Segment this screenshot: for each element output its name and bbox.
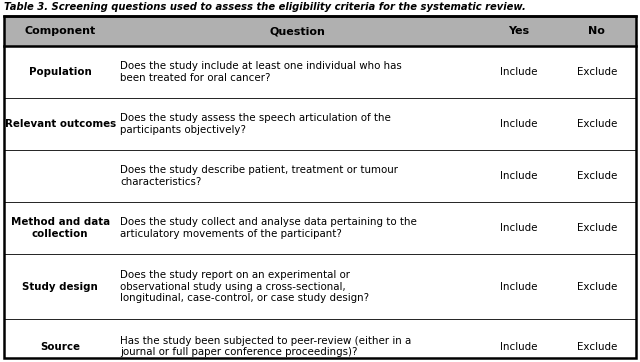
Text: Source: Source [40, 341, 80, 352]
Text: Has the study been subjected to peer-review (either in a
journal or full paper c: Has the study been subjected to peer-rev… [120, 336, 412, 357]
Text: Exclude: Exclude [577, 67, 617, 77]
Text: Component: Component [24, 26, 96, 36]
Text: Does the study report on an experimental or
observational study using a cross-se: Does the study report on an experimental… [120, 270, 370, 303]
Text: Exclude: Exclude [577, 341, 617, 352]
Text: Study design: Study design [22, 282, 98, 291]
Text: Exclude: Exclude [577, 223, 617, 233]
Text: No: No [588, 26, 605, 36]
Text: Method and data
collection: Method and data collection [11, 217, 110, 239]
Text: Exclude: Exclude [577, 282, 617, 291]
Text: Does the study collect and analyse data pertaining to the
articulatory movements: Does the study collect and analyse data … [120, 217, 417, 239]
Text: Relevant outcomes: Relevant outcomes [4, 119, 116, 129]
Text: Yes: Yes [508, 26, 529, 36]
Text: Exclude: Exclude [577, 171, 617, 181]
Text: Table 3. Screening questions used to assess the eligibility criteria for the sys: Table 3. Screening questions used to ass… [4, 2, 525, 12]
Text: Include: Include [500, 223, 537, 233]
Bar [4, 16, 636, 46]
Text: Population: Population [29, 67, 92, 77]
Text: Does the study include at least one individual who has
been treated for oral can: Does the study include at least one indi… [120, 61, 403, 83]
Text: Exclude: Exclude [577, 119, 617, 129]
Text: Include: Include [500, 119, 537, 129]
Text: Does the study describe patient, treatment or tumour
characteristics?: Does the study describe patient, treatme… [120, 165, 399, 187]
Text: Include: Include [500, 171, 537, 181]
Text: Does the study assess the speech articulation of the
participants objectively?: Does the study assess the speech articul… [120, 113, 392, 135]
Text: Include: Include [500, 67, 537, 77]
Text: Include: Include [500, 282, 537, 291]
Text: Question: Question [270, 26, 326, 36]
Text: Include: Include [500, 341, 537, 352]
